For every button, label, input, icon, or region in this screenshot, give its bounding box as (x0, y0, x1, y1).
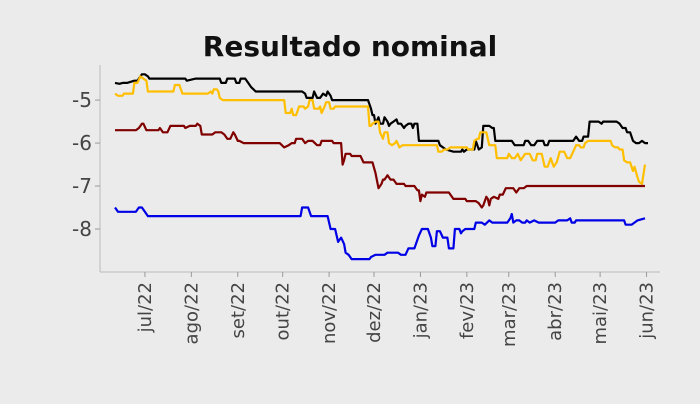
x-tick-label: abr/23 (545, 282, 566, 341)
axes: -5 -6 -7 -8 jul/22 ago/22 set/22 out/22 nov/22 de… (72, 65, 660, 347)
chart-title: Resultado nominal (202, 30, 498, 63)
x-tick-label: mai/23 (590, 282, 611, 345)
y-tick-label: -7 (72, 174, 92, 198)
x-tick-label: nov/22 (319, 282, 340, 344)
series-line-1 (114, 73, 648, 153)
y-tick-label: -5 (72, 88, 92, 112)
x-tick-label: out/22 (273, 282, 294, 340)
x-tick-label: jul/22 (135, 282, 156, 333)
y-tick-label: -8 (72, 217, 92, 241)
x-tick-label: dez/22 (364, 282, 385, 343)
x-tick-label: mar/23 (499, 282, 520, 347)
series-line-4 (114, 206, 646, 261)
series-line-2 (114, 75, 647, 185)
y-tick-label: -6 (72, 131, 92, 155)
x-tick-label: fev/23 (457, 282, 478, 339)
x-tick-label: jun/23 (637, 282, 658, 340)
series-line-3 (115, 122, 645, 209)
x-tick-label: set/22 (228, 282, 249, 338)
series-layer (114, 73, 648, 261)
x-tick-label: ago/22 (181, 282, 202, 344)
x-tick-label: jan/23 (410, 282, 431, 339)
